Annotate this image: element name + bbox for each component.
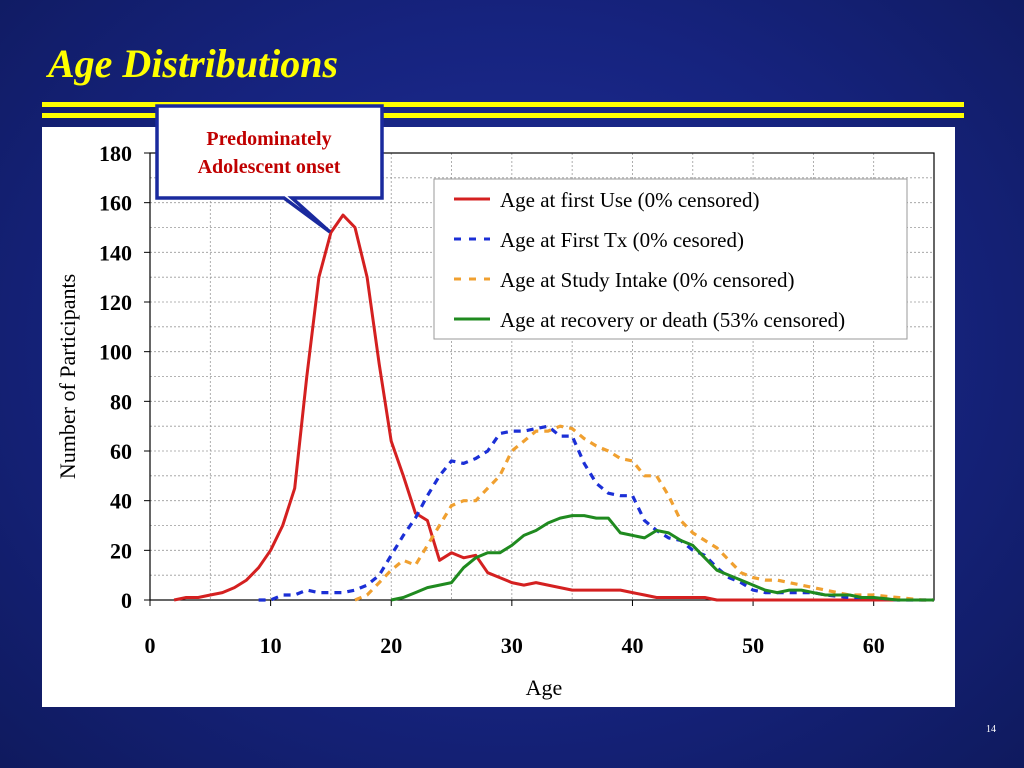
y-tick-label: 0 bbox=[121, 588, 132, 613]
legend: Age at first Use (0% censored) Age at Fir… bbox=[433, 178, 908, 340]
x-tick-label: 10 bbox=[260, 633, 282, 658]
callout-text: Predominately Adolescent onset bbox=[160, 125, 378, 181]
axis-ticks: 0 10 20 30 40 50 60 0 20 40 60 80 100 120 140 160 180 bbox=[99, 141, 885, 658]
title-rule-top bbox=[42, 102, 964, 107]
plot-border bbox=[149, 152, 935, 601]
y-tick-label: 120 bbox=[99, 290, 132, 315]
y-tick-label: 40 bbox=[110, 489, 132, 514]
series-line-1 bbox=[173, 213, 934, 602]
series-line-2 bbox=[258, 424, 934, 602]
x-tick-label: 40 bbox=[621, 633, 643, 658]
x-tick-label: 60 bbox=[863, 633, 885, 658]
y-tick-label: 160 bbox=[99, 191, 132, 216]
legend-label-1: Age at first Use (0% censored) bbox=[500, 188, 760, 212]
x-tick-label: 50 bbox=[742, 633, 764, 658]
y-tick-label: 60 bbox=[110, 439, 132, 464]
age-distribution-chart: 0 10 20 30 40 50 60 0 20 40 60 80 100 120 140 160 180 Ag… bbox=[55, 141, 935, 700]
y-tick-label: 140 bbox=[99, 240, 132, 265]
y-tick-label: 80 bbox=[110, 389, 132, 414]
title-rule-bottom bbox=[42, 113, 964, 118]
callout-line-2: Adolescent onset bbox=[197, 156, 341, 178]
legend-label-4: Age at recovery or death (53% censored) bbox=[500, 308, 845, 332]
y-axis-title: Number of Participants bbox=[55, 274, 80, 479]
callout-line-1: Predominately bbox=[206, 128, 332, 150]
x-tick-label: 30 bbox=[501, 633, 523, 658]
y-tick-label: 20 bbox=[110, 538, 132, 563]
series-lines bbox=[173, 213, 934, 602]
series-line-3 bbox=[354, 424, 934, 602]
x-tick-label: 20 bbox=[380, 633, 402, 658]
x-axis-title: Age bbox=[526, 675, 563, 700]
legend-box bbox=[433, 178, 908, 340]
y-tick-label: 180 bbox=[99, 141, 132, 166]
y-tick-label: 100 bbox=[99, 340, 132, 365]
x-tick-label: 0 bbox=[145, 633, 156, 658]
chart-panel: 0 10 20 30 40 50 60 0 20 40 60 80 100 120 140 160 180 Ag… bbox=[42, 127, 955, 707]
legend-label-2: Age at First Tx (0% cesored) bbox=[500, 228, 744, 252]
page-number: 14 bbox=[986, 724, 996, 735]
legend-label-3: Age at Study Intake (0% censored) bbox=[500, 268, 794, 292]
slide-title: Age Distributions bbox=[48, 41, 339, 86]
series-line-4 bbox=[390, 514, 934, 602]
